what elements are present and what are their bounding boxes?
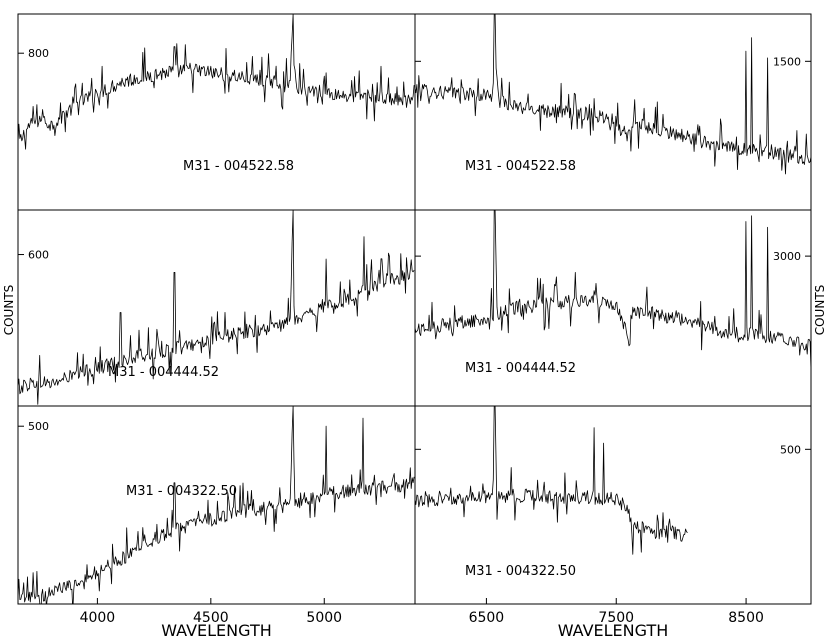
panel-0-1: 600 M31 - 004444.52 xyxy=(17,209,416,407)
panel-label: M31 - 004322.50 xyxy=(126,484,237,499)
panel-label: M31 - 004322.50 xyxy=(465,564,576,579)
panel-1-2: 500 M31 - 004322.50 xyxy=(414,405,812,605)
spectrum-line xyxy=(415,210,811,371)
y-tick-label: 800 xyxy=(28,47,49,60)
x-tick-label: 6500 xyxy=(469,610,505,626)
panel-label: M31 - 004444.52 xyxy=(465,361,576,376)
x-tick-label: 5000 xyxy=(306,610,342,626)
y-tick-label: 1500 xyxy=(773,55,801,68)
y-tick-label: 500 xyxy=(28,420,49,433)
y-tick-label: 500 xyxy=(780,443,801,456)
spectrum-line xyxy=(18,406,415,604)
panel-label: M31 - 004522.58 xyxy=(465,159,576,174)
panel-0-2: 500 M31 - 004322.50 xyxy=(17,405,416,605)
panel-1-0: 1500 M31 - 004522.58 xyxy=(414,13,812,211)
x-axis-label: WAVELENGTH xyxy=(161,621,272,640)
panel-label: M31 - 004444.52 xyxy=(108,365,219,380)
spectrum-line xyxy=(18,210,415,405)
x-tick-label: 4000 xyxy=(80,610,116,626)
panel-1-1: 3000 M31 - 004444.52 xyxy=(414,209,812,407)
panel-0-0: 800 M31 - 004522.58 xyxy=(17,13,416,211)
x-tick-label: 7500 xyxy=(598,610,634,626)
spectrum-line xyxy=(18,14,415,150)
panel-frame xyxy=(17,405,416,605)
y-axis-label-right: COUNTS xyxy=(813,285,827,336)
y-tick-label: 3000 xyxy=(773,250,801,263)
panel-label: M31 - 004522.58 xyxy=(183,159,294,174)
y-axis-label-left: COUNTS xyxy=(2,285,16,336)
x-tick-label: 4500 xyxy=(193,610,229,626)
spectrum-line xyxy=(415,406,688,555)
x-axis-label: WAVELENGTH xyxy=(558,621,669,640)
x-tick-label: 8500 xyxy=(728,610,764,626)
y-tick-label: 600 xyxy=(28,249,49,262)
panel-frame xyxy=(414,405,812,605)
panel-frame xyxy=(17,13,416,211)
spectrum-line xyxy=(415,14,811,175)
